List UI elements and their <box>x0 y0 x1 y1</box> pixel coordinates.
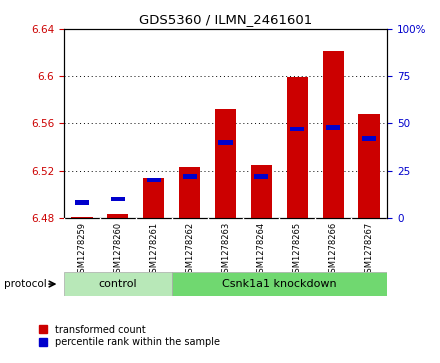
Bar <box>359 114 380 218</box>
Bar <box>179 167 200 218</box>
Text: GSM1278261: GSM1278261 <box>149 222 158 278</box>
Text: GSM1278264: GSM1278264 <box>257 222 266 278</box>
Legend: transformed count, percentile rank within the sample: transformed count, percentile rank withi… <box>35 321 224 351</box>
Text: Csnk1a1 knockdown: Csnk1a1 knockdown <box>222 279 337 289</box>
Bar <box>215 109 236 218</box>
Bar <box>183 174 197 179</box>
Text: GSM1278260: GSM1278260 <box>113 222 122 278</box>
Bar <box>172 272 387 296</box>
Bar <box>254 174 268 179</box>
Bar <box>362 136 376 141</box>
Bar <box>290 127 304 131</box>
Bar <box>147 178 161 182</box>
Bar <box>111 197 125 201</box>
Text: GSM1278267: GSM1278267 <box>365 222 374 278</box>
Bar <box>286 77 308 218</box>
Text: GSM1278262: GSM1278262 <box>185 222 194 278</box>
Bar <box>251 165 272 218</box>
Text: control: control <box>99 279 137 289</box>
Bar <box>323 52 344 218</box>
Bar <box>219 140 232 144</box>
Text: protocol: protocol <box>4 279 47 289</box>
Bar <box>326 125 340 130</box>
Bar <box>64 272 172 296</box>
Text: GSM1278265: GSM1278265 <box>293 222 302 278</box>
Title: GDS5360 / ILMN_2461601: GDS5360 / ILMN_2461601 <box>139 13 312 26</box>
Text: GSM1278259: GSM1278259 <box>77 222 86 278</box>
Bar <box>71 217 92 218</box>
Bar <box>143 178 165 218</box>
Bar <box>107 214 128 218</box>
Text: GSM1278266: GSM1278266 <box>329 222 338 278</box>
Bar <box>75 200 89 205</box>
Text: GSM1278263: GSM1278263 <box>221 222 230 278</box>
